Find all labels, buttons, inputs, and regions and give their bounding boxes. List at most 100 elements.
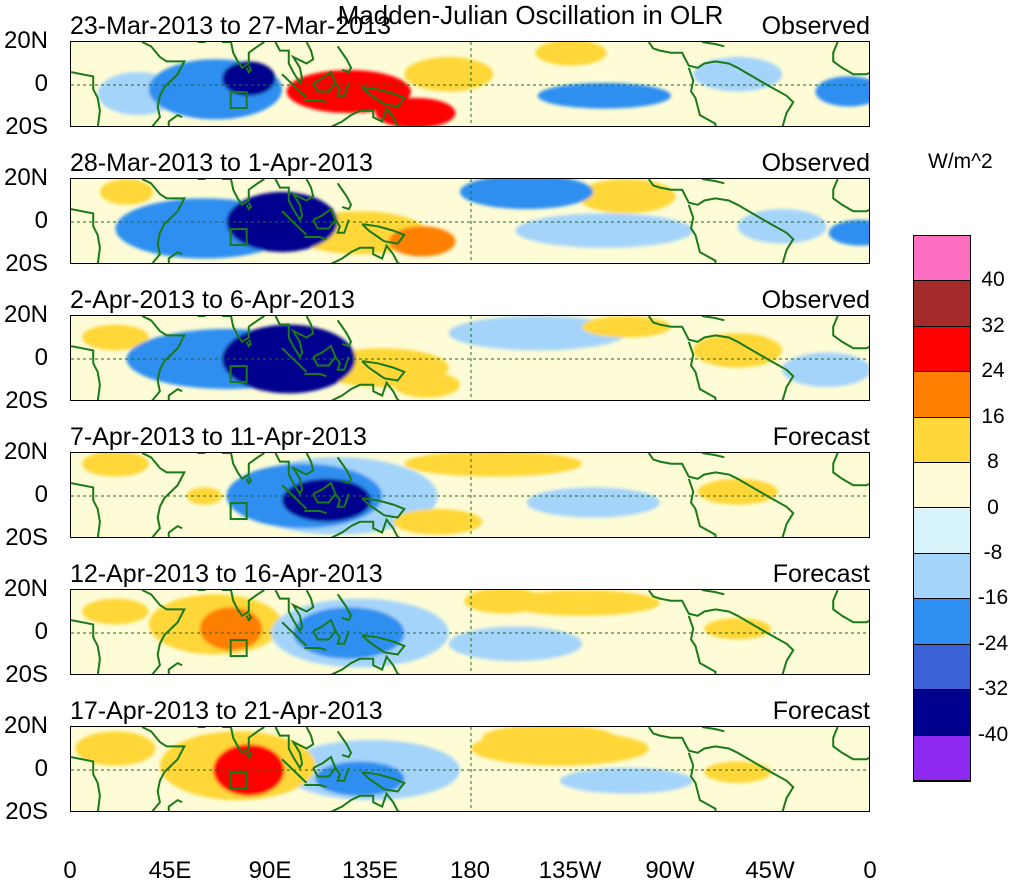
map-svg	[71, 42, 869, 126]
anomaly-contour	[388, 226, 456, 257]
coastline	[336, 45, 353, 74]
coastline	[71, 482, 101, 537]
coastline	[167, 798, 183, 811]
coastline	[222, 42, 265, 70]
coastline	[336, 456, 353, 485]
olr-anomaly-map	[70, 589, 870, 675]
map-svg	[71, 316, 869, 400]
coastline	[832, 727, 869, 761]
coastline	[334, 356, 350, 371]
coastline	[361, 771, 406, 793]
coastline	[687, 615, 717, 674]
panel-type: Observed	[761, 149, 870, 177]
coastline	[361, 360, 406, 382]
coastline	[222, 590, 265, 618]
colorbar-segment	[914, 417, 970, 464]
panel-period: 23-Mar-2013 to 27-Mar-2013	[70, 12, 391, 40]
coastline	[222, 316, 265, 344]
colorbar-label: -16	[977, 586, 1009, 610]
anomaly-contour	[704, 761, 772, 783]
coastline	[647, 42, 795, 126]
latitude-label: 20N	[3, 301, 48, 328]
coastline	[334, 219, 350, 234]
coastline	[245, 65, 253, 74]
map-panel: 12-Apr-2013 to 16-Apr-2013 Forecast 20N 0 20…	[0, 560, 900, 699]
olr-anomaly-map	[70, 726, 870, 812]
coastline	[647, 590, 795, 674]
coastline	[336, 319, 353, 348]
anomaly-contour	[693, 333, 783, 368]
panel-period: 17-Apr-2013 to 21-Apr-2013	[70, 697, 383, 725]
anomaly-contour	[582, 316, 671, 338]
coastline	[141, 453, 186, 537]
anomaly-contour	[782, 352, 869, 387]
latitude-label: 20S	[5, 113, 48, 140]
anomaly-contour	[828, 219, 869, 246]
coastline	[71, 619, 101, 674]
reference-box	[229, 771, 248, 790]
anomaly-contour	[82, 324, 149, 351]
coastline	[361, 634, 406, 656]
map-panel: 2-Apr-2013 to 6-Apr-2013 Observed 20N 0 20S	[0, 286, 900, 425]
latitude-label: 0	[34, 70, 48, 97]
figure-title: Madden-Julian Oscillation in OLR	[337, 0, 724, 30]
longitude-label: 45E	[148, 857, 192, 884]
coastline	[334, 493, 350, 508]
map-svg	[71, 590, 869, 674]
anomaly-contour	[375, 97, 456, 126]
map-panel: 28-Mar-2013 to 1-Apr-2013 Observed 20N 0 20S	[0, 149, 900, 288]
latitude-label: 20N	[3, 27, 48, 54]
coastline	[167, 387, 183, 400]
colorbar-label: -32	[977, 677, 1009, 701]
latitude-label: 0	[34, 755, 48, 782]
anomaly-contour	[737, 209, 827, 244]
latitude-label: 20N	[3, 164, 48, 191]
colorbar	[913, 235, 971, 782]
reference-box	[229, 228, 248, 247]
coastline	[336, 730, 353, 759]
coastline	[334, 82, 350, 97]
anomaly-contour	[697, 478, 778, 505]
coastline	[336, 593, 353, 622]
coastline	[245, 476, 253, 485]
coastline	[832, 316, 869, 350]
coastline	[330, 654, 401, 674]
map-svg	[71, 453, 869, 537]
coastline	[701, 316, 725, 322]
longitude-label: 135E	[341, 857, 399, 884]
coastline	[141, 590, 186, 674]
coastline	[167, 113, 183, 126]
coastline	[281, 484, 308, 510]
panel-type: Forecast	[772, 697, 870, 725]
anomaly-contour	[99, 179, 154, 205]
anomaly-contour	[693, 57, 783, 92]
coastline	[832, 453, 869, 487]
anomaly-contour	[404, 453, 583, 477]
anomaly-contour	[448, 626, 583, 661]
coastline	[647, 453, 795, 537]
coastline	[245, 202, 253, 211]
coastline	[312, 755, 337, 778]
latitude-label: 20S	[5, 798, 48, 825]
panel-period: 7-Apr-2013 to 11-Apr-2013	[70, 423, 367, 451]
colorbar-segment	[914, 326, 970, 373]
coastline	[274, 316, 315, 359]
coastline	[647, 179, 795, 263]
anomaly-contour	[704, 617, 772, 640]
anomaly-contour	[82, 453, 149, 477]
coastline	[281, 621, 308, 647]
colorbar-label: -40	[977, 722, 1009, 746]
anomaly-contour	[504, 590, 660, 616]
panel-type: Forecast	[772, 423, 870, 451]
reference-box	[229, 365, 248, 384]
coastline	[245, 613, 253, 622]
latitude-label: 20S	[5, 524, 48, 551]
coastline	[647, 316, 795, 400]
coastline	[304, 784, 327, 789]
coastline	[304, 510, 327, 515]
coastline	[141, 727, 186, 811]
coastline	[701, 590, 725, 596]
coastline	[312, 618, 337, 641]
anomaly-contour	[75, 731, 156, 766]
reference-box	[229, 502, 248, 521]
